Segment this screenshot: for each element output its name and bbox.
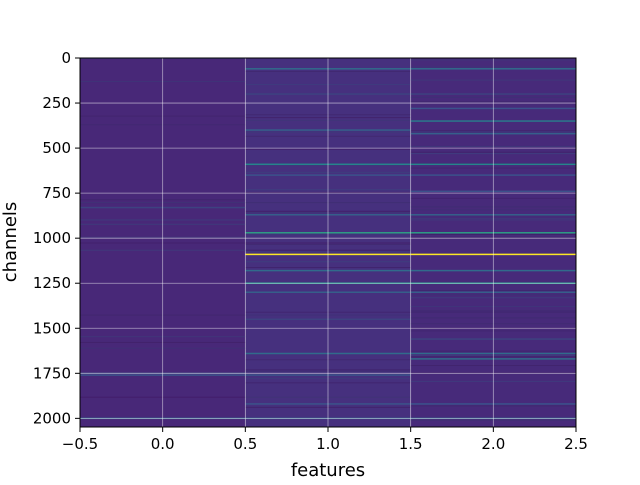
- y-tick-label: 1500: [33, 319, 71, 337]
- x-tick-label: 1.0: [316, 435, 340, 453]
- x-tick-label: 1.5: [399, 435, 423, 453]
- y-tick-label: 250: [42, 94, 71, 112]
- y-tick-label: 1250: [33, 274, 71, 292]
- x-tick-label: 2.5: [564, 435, 588, 453]
- y-axis-label: channels: [0, 202, 21, 283]
- x-tick-label: 0.0: [151, 435, 175, 453]
- x-axis-label: features: [291, 460, 365, 480]
- y-tick-label: 1000: [33, 229, 71, 247]
- x-tick-label: 2.0: [481, 435, 505, 453]
- y-axis-ticks: 0 250 500 750 1000 1250 1500 1750 2000: [33, 49, 80, 427]
- y-tick-label: 1750: [33, 364, 71, 382]
- x-axis-ticks: −0.5 0.0 0.5 1.0 1.5 2.0 2.5: [62, 427, 588, 453]
- y-tick-label: 500: [42, 139, 71, 157]
- x-tick-label: 0.5: [233, 435, 257, 453]
- y-tick-label: 0: [61, 49, 71, 67]
- x-tick-label: −0.5: [62, 435, 98, 453]
- y-tick-label: 2000: [33, 409, 71, 427]
- y-tick-label: 750: [42, 184, 71, 202]
